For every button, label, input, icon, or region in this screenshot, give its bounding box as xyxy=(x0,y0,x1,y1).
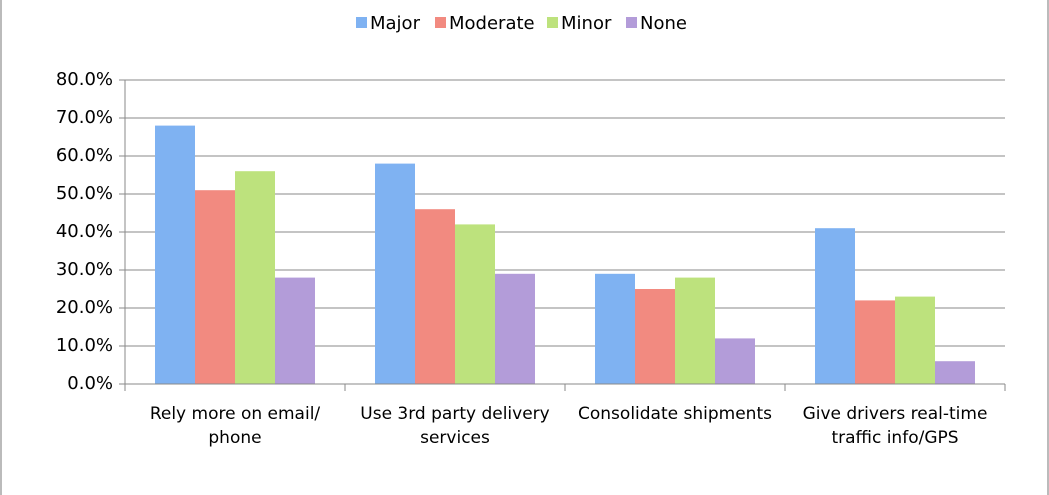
legend-swatch xyxy=(356,17,367,28)
bar xyxy=(675,277,715,384)
bar xyxy=(715,338,755,384)
bar xyxy=(195,190,235,384)
y-tick-label: 30.0% xyxy=(56,259,113,280)
y-tick-label: 80.0% xyxy=(56,69,113,90)
bar xyxy=(155,125,195,384)
y-tick-label: 50.0% xyxy=(56,183,113,204)
y-tick-label: 20.0% xyxy=(56,297,113,318)
bar xyxy=(815,228,855,384)
legend-swatch xyxy=(547,17,558,28)
legend-label: None xyxy=(640,13,687,34)
bar xyxy=(495,273,535,384)
x-tick-label: Rely more on email/ phone xyxy=(149,404,321,448)
y-tick-label: 10.0% xyxy=(56,335,113,356)
bar xyxy=(935,361,975,384)
bar xyxy=(455,224,495,384)
legend-label: Moderate xyxy=(449,13,535,34)
y-tick-label: 40.0% xyxy=(56,221,113,242)
bar xyxy=(415,209,455,384)
y-tick-label: 70.0% xyxy=(56,107,113,128)
bar xyxy=(855,300,895,384)
x-tick-label: Consolidate shipments xyxy=(578,404,772,424)
bar xyxy=(235,171,275,384)
bar xyxy=(635,289,675,384)
bar xyxy=(595,273,635,384)
legend-label: Major xyxy=(370,13,421,34)
x-tick-label: Use 3rd party delivery services xyxy=(360,404,550,448)
legend-swatch xyxy=(626,17,637,28)
y-tick-label: 0.0% xyxy=(67,373,113,394)
x-tick-label: Give drivers real-time traffic info/GPS xyxy=(802,404,988,448)
legend-label: Minor xyxy=(561,13,612,34)
y-tick-label: 60.0% xyxy=(56,145,113,166)
bar xyxy=(275,277,315,384)
bar xyxy=(895,296,935,384)
legend-swatch xyxy=(435,17,446,28)
bar xyxy=(375,163,415,384)
